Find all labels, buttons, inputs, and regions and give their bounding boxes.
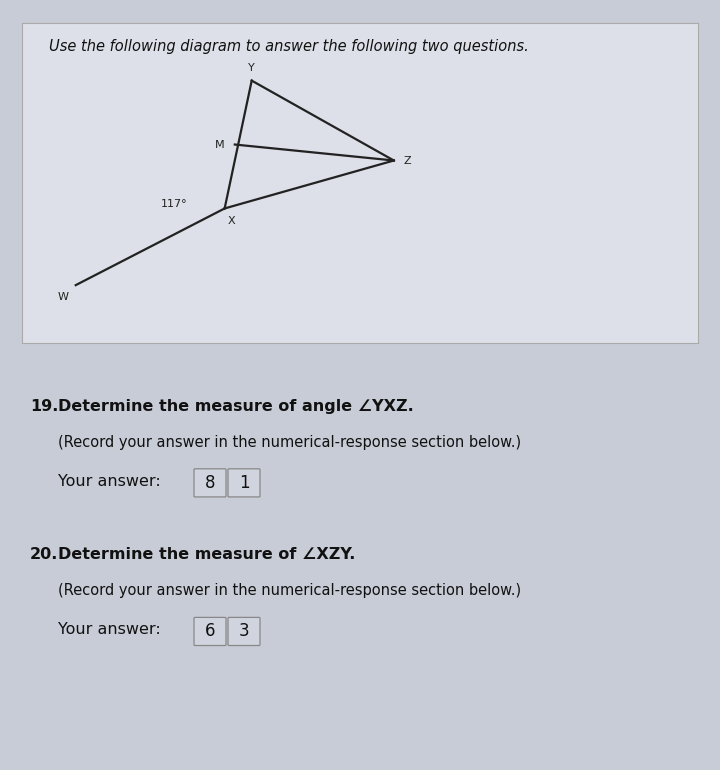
Text: (Record your answer in the numerical-response section below.): (Record your answer in the numerical-res… <box>58 435 521 450</box>
Text: 20.: 20. <box>30 547 58 562</box>
Text: Y: Y <box>248 62 255 72</box>
Text: M: M <box>215 139 225 149</box>
Text: 8: 8 <box>204 474 215 492</box>
Text: Z: Z <box>404 156 412 166</box>
FancyBboxPatch shape <box>194 469 226 497</box>
Text: Determine the measure of ∠XZY.: Determine the measure of ∠XZY. <box>58 547 356 562</box>
Text: W: W <box>58 292 69 302</box>
FancyBboxPatch shape <box>194 618 226 645</box>
Text: 117°: 117° <box>161 199 187 209</box>
Text: 3: 3 <box>239 622 249 641</box>
Text: Your answer:: Your answer: <box>58 474 161 489</box>
FancyBboxPatch shape <box>228 469 260 497</box>
Text: Your answer:: Your answer: <box>58 622 161 638</box>
Text: 1: 1 <box>239 474 249 492</box>
Text: (Record your answer in the numerical-response section below.): (Record your answer in the numerical-res… <box>58 583 521 598</box>
Text: X: X <box>228 216 235 226</box>
Text: Determine the measure of angle ∠YXZ.: Determine the measure of angle ∠YXZ. <box>58 399 414 413</box>
Text: Use the following diagram to answer the following two questions.: Use the following diagram to answer the … <box>49 39 528 54</box>
FancyBboxPatch shape <box>228 618 260 645</box>
Text: 6: 6 <box>204 622 215 641</box>
Text: 19.: 19. <box>30 399 58 413</box>
